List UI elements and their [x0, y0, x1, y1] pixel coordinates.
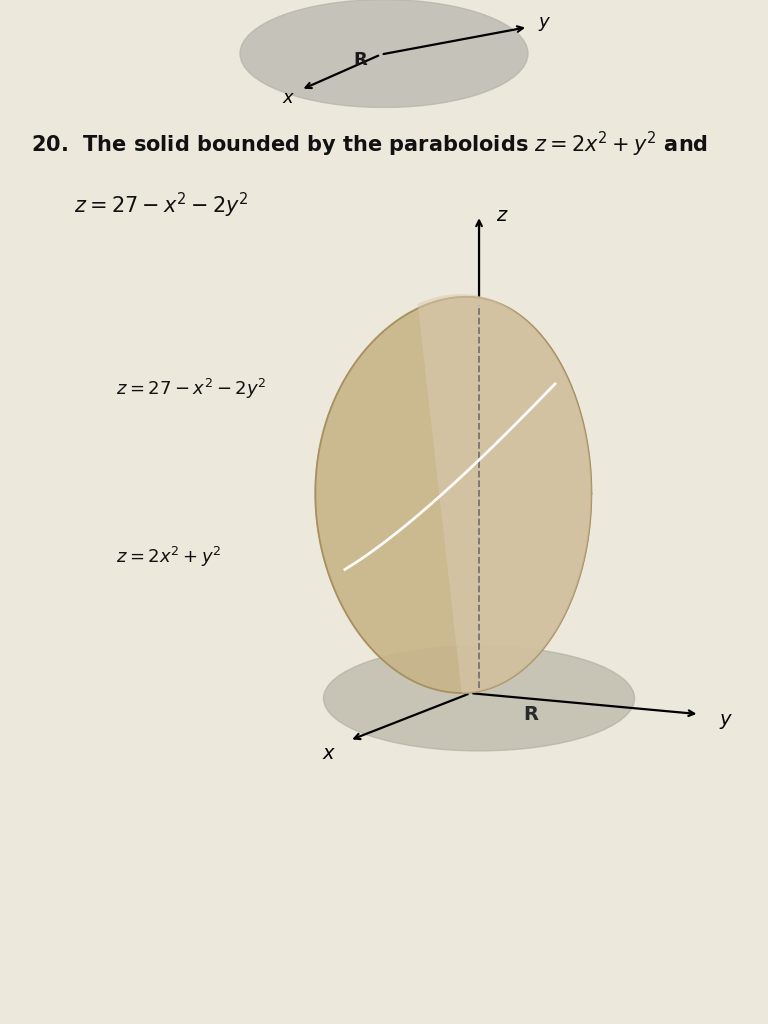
Text: R: R: [353, 51, 367, 70]
Text: z: z: [496, 206, 507, 225]
Polygon shape: [418, 294, 591, 693]
Text: x: x: [322, 744, 333, 763]
Text: $z = 27 - x^2 - 2y^2$: $z = 27 - x^2 - 2y^2$: [116, 377, 266, 400]
Ellipse shape: [323, 646, 634, 751]
Ellipse shape: [240, 0, 528, 108]
Text: y: y: [720, 710, 731, 729]
Polygon shape: [316, 297, 591, 693]
Text: 20.  The solid bounded by the paraboloids $z = 2x^2 + y^2$ and: 20. The solid bounded by the paraboloids…: [31, 129, 708, 159]
Text: $z = 27 - x^2 - 2y^2$: $z = 27 - x^2 - 2y^2$: [31, 190, 248, 220]
Text: x: x: [283, 89, 293, 106]
Text: y: y: [538, 13, 549, 31]
Text: R: R: [523, 705, 538, 724]
Text: $z = 2x^2 + y^2$: $z = 2x^2 + y^2$: [116, 545, 221, 568]
